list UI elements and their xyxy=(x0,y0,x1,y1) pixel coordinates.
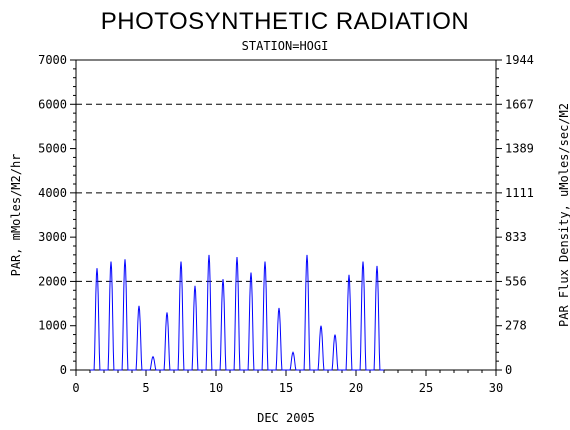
y-tick-label: 5000 xyxy=(38,142,67,156)
x-tick-label: 20 xyxy=(349,381,363,395)
plot-frame xyxy=(75,59,497,371)
y-tick-label: 4000 xyxy=(38,186,67,200)
chart-title: PHOTOSYNTHETIC RADIATION xyxy=(101,8,469,35)
x-tick-label: 30 xyxy=(489,381,503,395)
x-tick-label: 0 xyxy=(72,381,79,395)
x-tick-label: 5 xyxy=(142,381,149,395)
par-series-line xyxy=(90,254,384,371)
x-tick-label: 10 xyxy=(209,381,223,395)
y-tick-label: 2000 xyxy=(38,274,67,288)
y-axis-left: 0 1000 2000 3000 4000 5000 6000 7000 xyxy=(38,53,76,377)
y-tick-label: 1000 xyxy=(38,319,67,333)
y2-tick-label: 0 xyxy=(505,363,512,377)
y-tick-label: 0 xyxy=(60,363,67,377)
x-tick-label: 15 xyxy=(279,381,293,395)
y-axis-right: 0 278 556 833 1111 1389 1667 1944 xyxy=(496,53,534,377)
y-axis-label: PAR, mMoles/M2/hr xyxy=(9,154,23,277)
y2-tick-label: 1944 xyxy=(505,53,534,67)
y2-tick-label: 556 xyxy=(505,274,527,288)
y-tick-label: 3000 xyxy=(38,230,67,244)
x-tick-label: 25 xyxy=(419,381,433,395)
x-axis-label: DEC 2005 xyxy=(257,411,315,425)
chart-subtitle: STATION=HOGI xyxy=(242,39,329,53)
x-axis: 0 5 10 15 20 25 30 xyxy=(72,370,503,395)
y2-tick-label: 1667 xyxy=(505,97,534,111)
y-tick-label: 6000 xyxy=(38,97,67,111)
y-tick-label: 7000 xyxy=(38,53,67,67)
y2-axis-label: PAR Flux Density, uMoles/sec/M2 xyxy=(557,103,570,327)
y2-tick-label: 278 xyxy=(505,319,527,333)
gridlines xyxy=(76,103,496,282)
y2-tick-label: 1389 xyxy=(505,142,534,156)
y2-tick-label: 833 xyxy=(505,230,527,244)
y2-tick-label: 1111 xyxy=(505,186,534,200)
